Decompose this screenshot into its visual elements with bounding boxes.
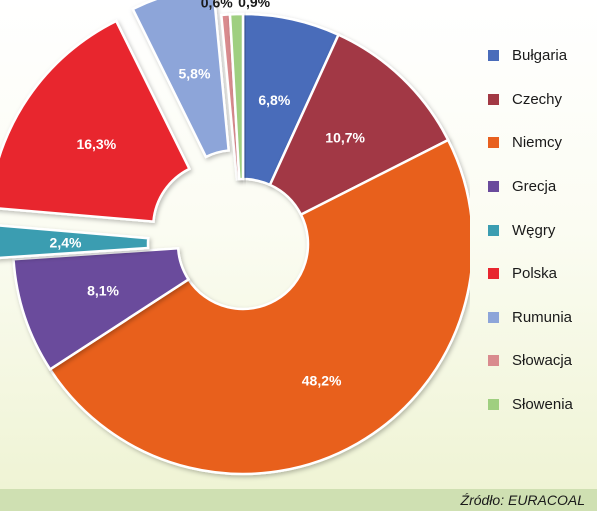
legend-label: Rumunia xyxy=(512,308,573,326)
donut-chart: 6,8% 10,7% 48,2% 8,1% 2,4% 16,3% 5,8% 0,6% 0,9% xyxy=(0,0,470,476)
legend-swatch xyxy=(488,181,499,193)
slice-polska xyxy=(0,19,192,223)
legend-label: Słowacja xyxy=(512,352,573,370)
legend-swatch xyxy=(488,311,499,323)
legend-label: Grecja xyxy=(512,178,557,196)
slice-niemcy xyxy=(48,138,470,476)
legend-label: Węgry xyxy=(512,221,556,239)
slice-czechy xyxy=(268,33,450,217)
legend-item-czechy: Czechy xyxy=(488,78,573,122)
slice-rumunia xyxy=(131,0,231,159)
legend-label: Słowenia xyxy=(512,396,573,414)
legend-swatch xyxy=(488,137,499,149)
data-label-czechy: 10,7% xyxy=(325,130,365,146)
data-label-slowenia: 0,9% xyxy=(238,0,270,10)
data-label-rumunia: 5,8% xyxy=(178,65,210,81)
data-label-polska: 16,3% xyxy=(76,136,116,152)
legend-item-slowenia: Słowenia xyxy=(488,383,573,427)
legend-swatch xyxy=(488,93,499,105)
data-label-bulgaria: 6,8% xyxy=(258,92,290,108)
legend-item-bulgaria: Bułgaria xyxy=(488,34,573,78)
legend-swatch xyxy=(488,224,499,236)
legend-item-wegry: Węgry xyxy=(488,208,573,252)
legend-label: Niemcy xyxy=(512,134,563,152)
source-label: Źródło: EURACOAL xyxy=(460,492,585,508)
legend-swatch xyxy=(488,399,499,411)
legend: Bułgaria Czechy Niemcy Grecja Węgry Polska Rum… xyxy=(488,34,573,426)
legend-item-grecja: Grecja xyxy=(488,165,573,209)
legend-item-niemcy: Niemcy xyxy=(488,121,573,165)
legend-label: Bułgaria xyxy=(512,47,568,65)
slice-wegry xyxy=(0,224,150,260)
legend-label: Polska xyxy=(512,265,558,283)
source-bar: Źródło: EURACOAL xyxy=(0,489,597,511)
legend-label: Czechy xyxy=(512,90,563,108)
data-label-niemcy: 48,2% xyxy=(302,372,342,388)
slice-slowenia xyxy=(228,12,245,181)
legend-swatch xyxy=(488,268,499,280)
data-label-grecja: 8,1% xyxy=(87,283,119,299)
legend-swatch xyxy=(488,50,499,62)
legend-item-rumunia: Rumunia xyxy=(488,296,573,340)
data-label-wegry: 2,4% xyxy=(50,234,82,250)
data-label-slowacja: 0,6% xyxy=(201,0,233,11)
legend-item-polska: Polska xyxy=(488,252,573,296)
legend-swatch xyxy=(488,355,499,367)
slice-grecja xyxy=(12,246,191,372)
legend-item-slowacja: Słowacja xyxy=(488,339,573,383)
